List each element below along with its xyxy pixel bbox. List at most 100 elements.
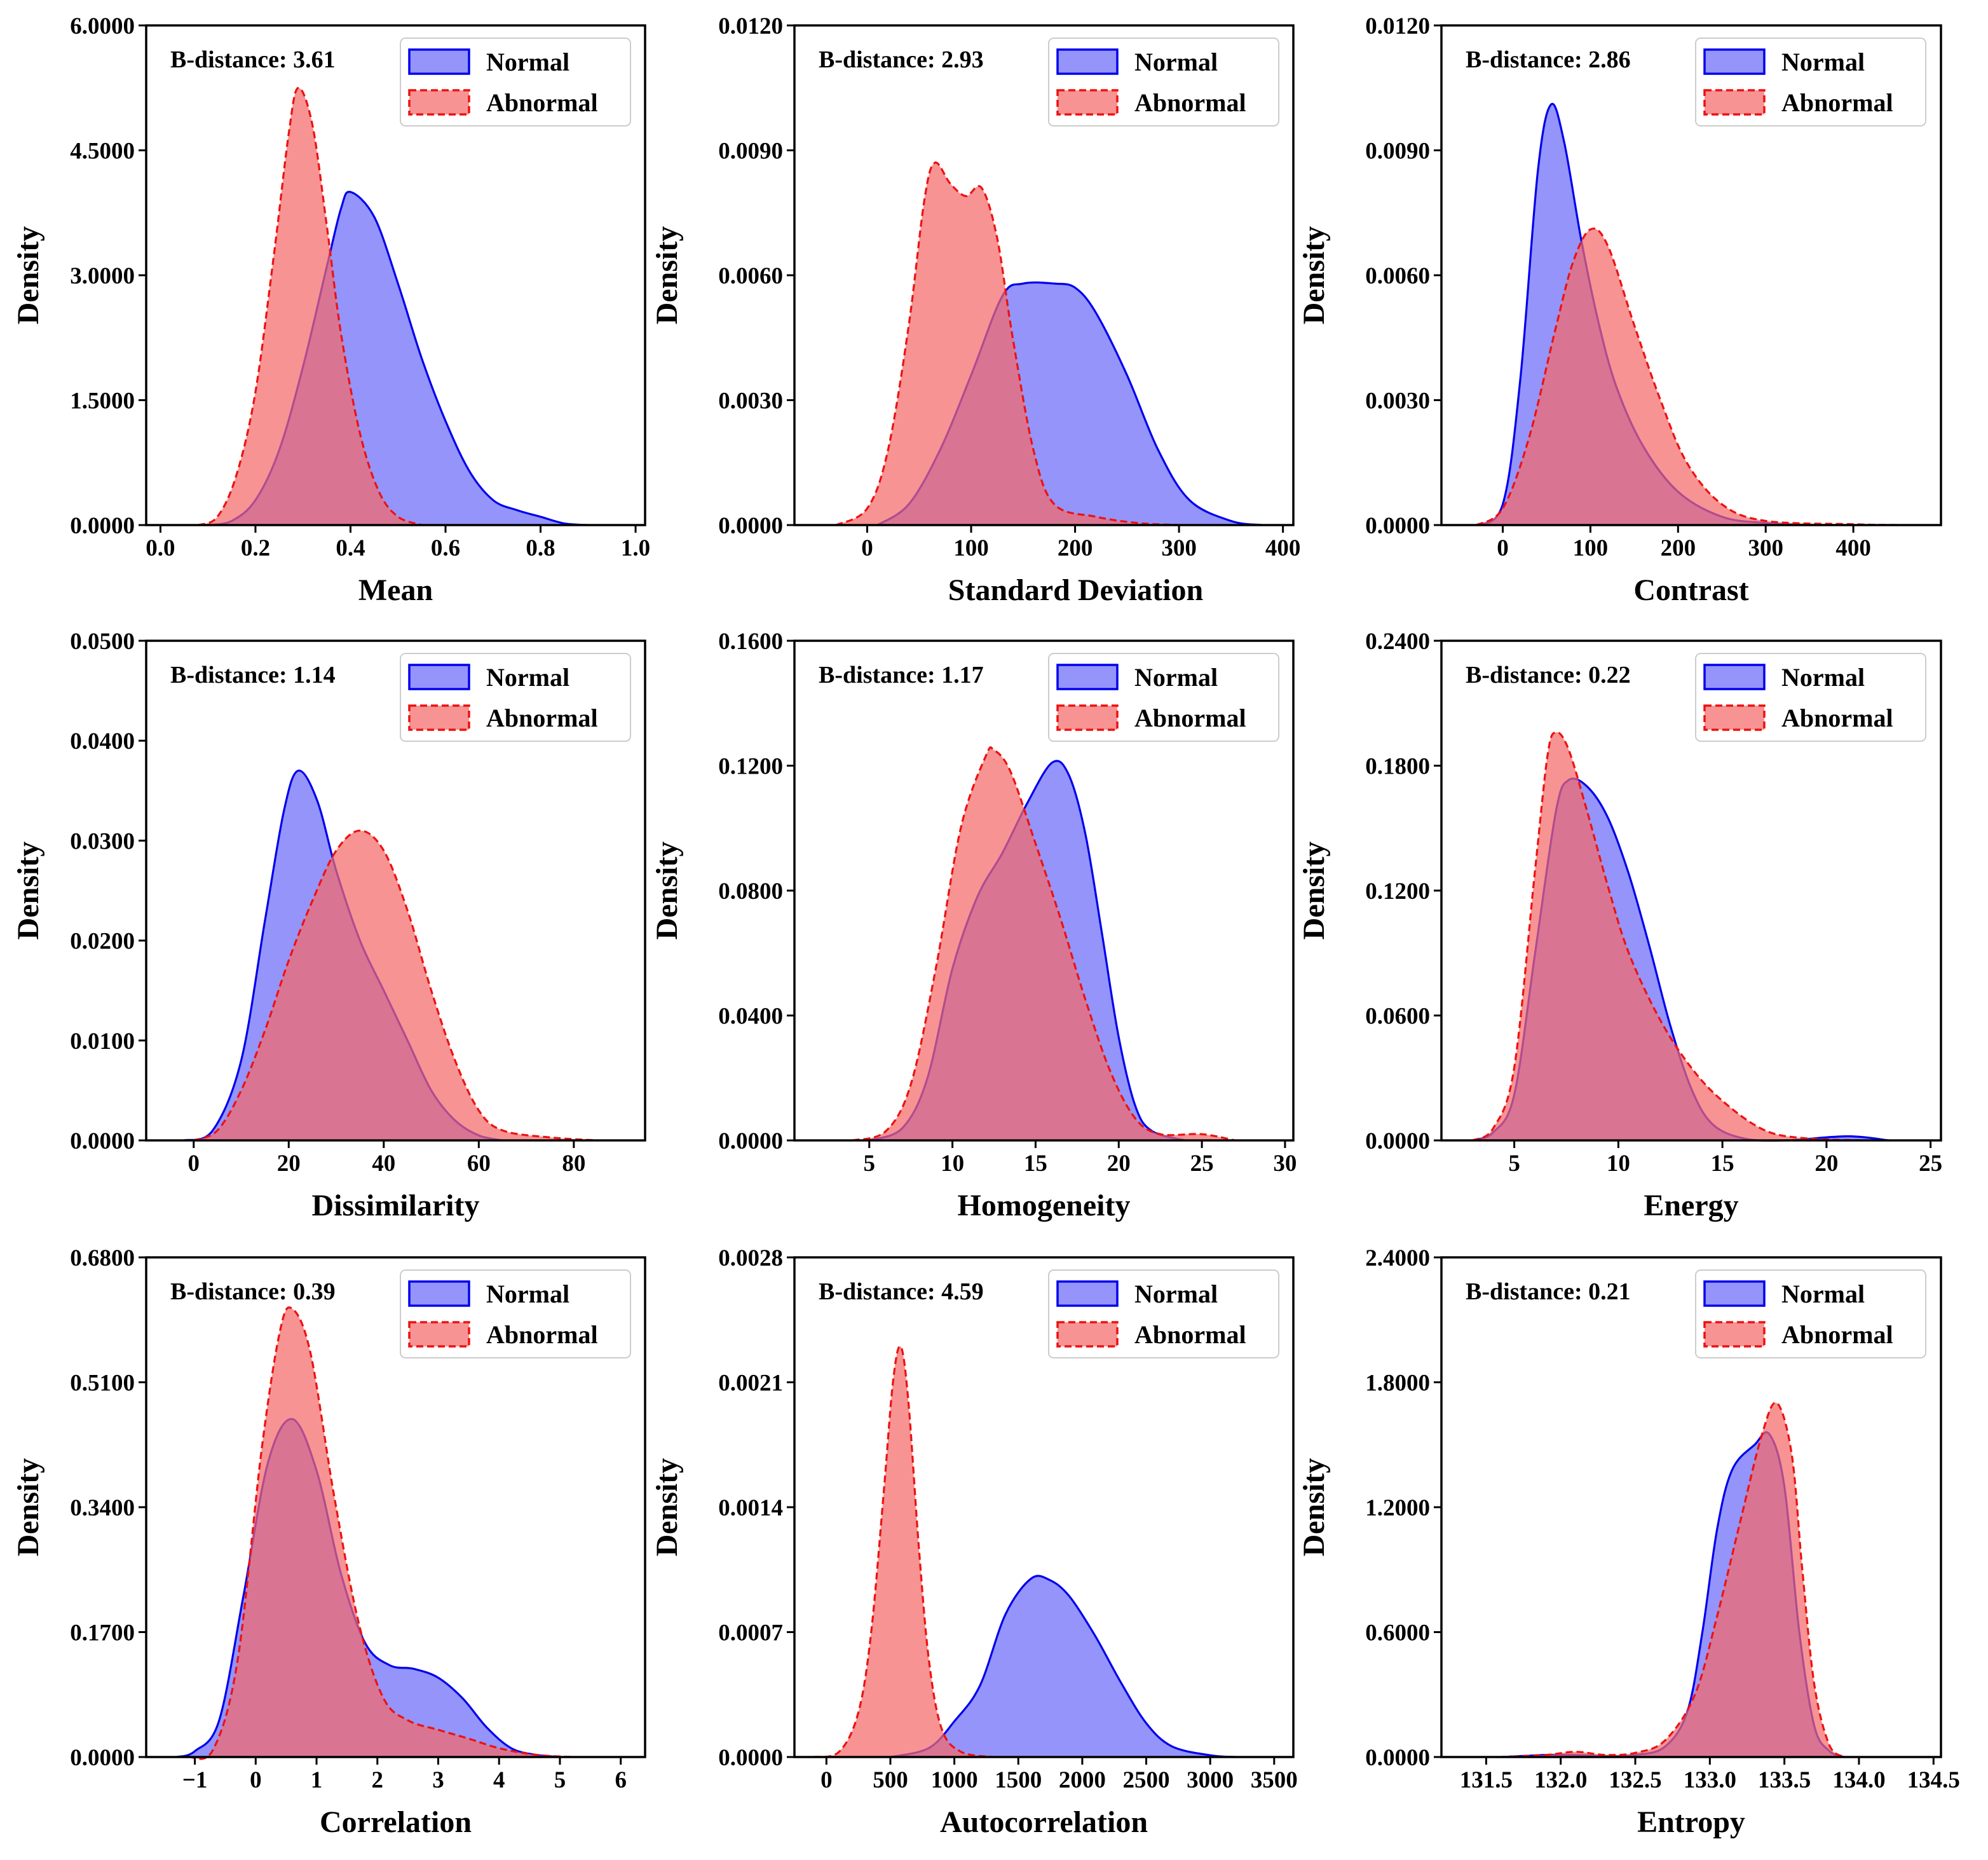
abnormal-density-area <box>852 747 1236 1140</box>
b-distance-annotation: B-distance: 0.21 <box>1466 1278 1631 1305</box>
legend-abnormal-swatch <box>408 704 470 731</box>
y-tick-label: 4.5000 <box>70 139 135 165</box>
panel-standard-deviation: 0.0000 0.0030 0.0060 0.0090 0.0120 0 100 200 300… <box>650 13 1300 607</box>
y-tick-label: 0.6800 <box>70 1245 135 1271</box>
y-tick-label: 0.0500 <box>70 629 135 655</box>
legend-normal-label: Normal <box>1134 663 1218 692</box>
x-tick-label: 300 <box>1161 535 1197 561</box>
y-tick-label: 0.0014 <box>718 1495 783 1521</box>
y-tick-label: 0.1600 <box>718 629 783 655</box>
y-tick-label: 0.0000 <box>718 513 783 539</box>
b-distance-annotation: B-distance: 2.93 <box>819 46 984 73</box>
x-tick-label: 200 <box>1661 535 1696 561</box>
x-tick-label: 3500 <box>1251 1767 1298 1793</box>
legend-normal-label: Normal <box>1781 1280 1865 1308</box>
x-tick-label: 5 <box>1508 1151 1520 1177</box>
x-tick-label: 0.4 <box>336 535 365 561</box>
panel-correlation: 0.0000 0.1700 0.3400 0.5100 0.6800 −1 0 1 2 3 4 5 6 C… <box>11 1245 646 1839</box>
y-axis-label: Density <box>1297 842 1331 940</box>
legend: Normal Abnormal <box>400 38 631 127</box>
legend: Normal Abnormal <box>1048 653 1279 742</box>
x-tick-label: 2500 <box>1123 1767 1170 1793</box>
legend-abnormal-label: Abnormal <box>1134 704 1246 732</box>
legend-abnormal-label: Abnormal <box>486 704 598 732</box>
x-tick-label: 2000 <box>1059 1767 1106 1793</box>
y-axis-label: Density <box>1297 226 1331 325</box>
y-tick-label: 0.3400 <box>70 1495 135 1521</box>
x-tick-label: 134.5 <box>1907 1767 1960 1793</box>
abnormal-density-area <box>1476 228 1898 525</box>
x-tick-label: 3 <box>432 1767 444 1793</box>
x-axis-label: Contrast <box>1633 573 1748 607</box>
legend-normal-label: Normal <box>1134 1280 1218 1308</box>
y-tick-label: 0.6000 <box>1365 1620 1430 1646</box>
b-distance-annotation: B-distance: 1.14 <box>170 662 336 688</box>
x-tick-label: 131.5 <box>1460 1767 1513 1793</box>
x-tick-label: 1000 <box>931 1767 978 1793</box>
x-tick-label: 1500 <box>995 1767 1042 1793</box>
y-tick-label: 0.0200 <box>70 929 135 955</box>
x-tick-label: 2 <box>372 1767 384 1793</box>
x-tick-label: 0 <box>188 1151 200 1177</box>
abnormal-density-area <box>189 1307 573 1759</box>
normal-density-area <box>890 1576 1236 1757</box>
x-tick-label: 5 <box>864 1151 876 1177</box>
y-tick-label: 0.0000 <box>70 1128 135 1154</box>
legend-abnormal-label: Abnormal <box>486 1320 598 1349</box>
abnormal-density-line <box>188 1306 573 1760</box>
x-axis-label: Energy <box>1644 1189 1738 1222</box>
panel-entropy: 0.0000 0.6000 1.2000 1.8000 2.4000 131.5 132.0… <box>1297 1245 1960 1839</box>
x-tick-label: 20 <box>1814 1151 1838 1177</box>
y-tick-label: 0.0120 <box>718 13 783 39</box>
x-tick-label: 1.0 <box>621 535 650 561</box>
y-tick-label: 0.0000 <box>718 1128 783 1154</box>
legend-abnormal-swatch <box>408 89 470 116</box>
legend: Normal Abnormal <box>1695 1269 1926 1358</box>
legend: Normal Abnormal <box>400 653 631 742</box>
b-distance-annotation: B-distance: 0.22 <box>1466 662 1631 688</box>
y-tick-label: 0.0060 <box>1365 263 1430 289</box>
x-tick-label: 0 <box>250 1767 262 1793</box>
legend-normal-label: Normal <box>1134 48 1218 76</box>
legend-abnormal-swatch <box>1703 89 1766 116</box>
y-tick-label: 0.0400 <box>70 728 135 755</box>
y-tick-label: 0.0100 <box>70 1029 135 1055</box>
legend-abnormal-swatch <box>1056 1321 1119 1348</box>
x-tick-label: 5 <box>554 1767 566 1793</box>
legend-normal-swatch <box>1056 664 1119 690</box>
x-tick-label: 25 <box>1919 1151 1942 1177</box>
legend-normal-swatch <box>1703 1280 1766 1307</box>
y-tick-label: 0.1800 <box>1365 754 1430 780</box>
y-tick-label: 0.2400 <box>1365 629 1430 655</box>
y-tick-label: 0.1200 <box>1365 879 1430 905</box>
y-tick-label: 1.2000 <box>1365 1495 1430 1521</box>
legend: Normal Abnormal <box>1695 653 1926 742</box>
y-axis-label: Density <box>650 1458 684 1557</box>
legend-normal-label: Normal <box>486 1280 569 1308</box>
x-tick-label: 6 <box>615 1767 627 1793</box>
x-tick-label: 10 <box>1607 1151 1630 1177</box>
y-tick-label: 0.1700 <box>70 1620 135 1646</box>
x-tick-label: 4 <box>493 1767 505 1793</box>
y-tick-label: 2.4000 <box>1365 1245 1430 1271</box>
x-tick-label: 0.2 <box>241 535 270 561</box>
legend-abnormal-swatch <box>1056 704 1119 731</box>
b-distance-annotation: B-distance: 0.39 <box>170 1278 336 1305</box>
x-axis-label: Dissimilarity <box>312 1189 480 1222</box>
x-axis-label: Entropy <box>1637 1805 1745 1839</box>
legend-normal-swatch <box>1703 48 1766 75</box>
b-distance-annotation: B-distance: 4.59 <box>819 1278 984 1305</box>
x-tick-label: 0 <box>861 535 873 561</box>
abnormal-density-line <box>852 746 1236 1142</box>
y-tick-label: 0.0090 <box>718 139 783 165</box>
y-tick-label: 1.5000 <box>70 388 135 414</box>
legend-abnormal-label: Abnormal <box>1134 1320 1246 1349</box>
legend: Normal Abnormal <box>400 1269 631 1358</box>
x-axis-label: Homogeneity <box>958 1189 1131 1222</box>
legend-abnormal-label: Abnormal <box>1781 1320 1893 1349</box>
x-tick-label: 0.6 <box>431 535 460 561</box>
abnormal-density-area <box>198 88 422 525</box>
y-tick-label: 0.0300 <box>70 828 135 854</box>
x-tick-label: 200 <box>1058 535 1093 561</box>
